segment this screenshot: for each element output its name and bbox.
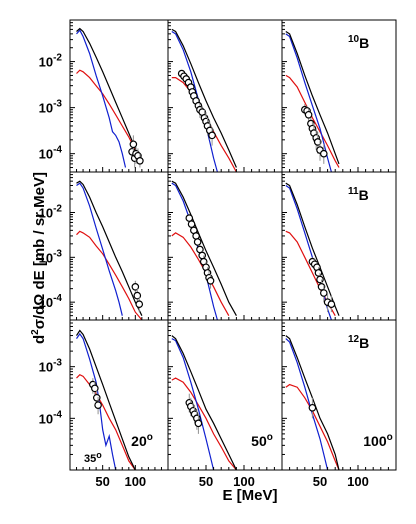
data-point bbox=[131, 283, 140, 291]
x-tick-label: 100 bbox=[233, 474, 255, 489]
isotope-label: 10B bbox=[348, 34, 369, 51]
panel-grid: 10-2 10-3 10-4 10B 10-2 10-3 10-4 11B 10-3 10-4 12… bbox=[39, 19, 397, 489]
x-tick-label: 100 bbox=[124, 474, 146, 489]
angle-label: 50o bbox=[251, 432, 273, 449]
angle-label: 100o bbox=[363, 432, 392, 449]
isotope-label: 11B bbox=[348, 186, 369, 203]
panel-curves bbox=[171, 180, 237, 320]
y-tick-label: 10-3 bbox=[39, 358, 63, 375]
total-curve bbox=[171, 28, 237, 168]
data-point bbox=[192, 232, 200, 240]
data-point bbox=[194, 419, 203, 428]
y-tick-label: 10-4 bbox=[39, 409, 63, 426]
data-point bbox=[206, 276, 215, 285]
red-curve bbox=[171, 232, 230, 316]
data-point bbox=[316, 275, 324, 284]
y-axis-title: d2σ/dΩ dE [mb / sr MeV] bbox=[30, 172, 48, 344]
data-point bbox=[129, 140, 138, 149]
y-tick-label: 10-4 bbox=[39, 145, 63, 162]
data-point bbox=[313, 138, 322, 146]
y-tick-label: 10-2 bbox=[39, 53, 63, 70]
x-tick-label: 100 bbox=[347, 474, 369, 489]
red-curve bbox=[76, 230, 143, 320]
total-curve bbox=[285, 182, 340, 316]
data-point bbox=[319, 289, 328, 297]
panel-r2-c0 bbox=[69, 319, 169, 471]
data-point bbox=[198, 251, 207, 260]
panel-r1-c1 bbox=[167, 171, 283, 321]
x-axis-title: E [MeV] bbox=[222, 487, 277, 504]
panel-r0-c2 bbox=[281, 19, 397, 173]
blue-curve bbox=[171, 182, 218, 320]
panel-r1-c2 bbox=[281, 171, 397, 321]
figure-labels: d2σ/dΩ dE [mb / sr MeV] E [MeV] bbox=[30, 172, 278, 504]
blue-curve bbox=[76, 29, 127, 168]
panel-curves bbox=[285, 30, 340, 172]
extra-angle-label: 35o bbox=[84, 450, 102, 465]
total-curve bbox=[171, 180, 237, 316]
total-curve bbox=[171, 335, 237, 470]
panel-frame bbox=[281, 19, 397, 173]
data-point bbox=[314, 269, 323, 277]
panel-curves bbox=[75, 329, 136, 470]
data-point bbox=[187, 220, 196, 228]
data-point bbox=[92, 393, 101, 402]
total-curve bbox=[75, 329, 136, 470]
panel-curves bbox=[171, 335, 237, 470]
data-point bbox=[135, 300, 144, 309]
data-point bbox=[193, 238, 202, 246]
data-point bbox=[208, 131, 216, 140]
x-tick-label: 50 bbox=[313, 474, 327, 489]
panel-curves bbox=[171, 28, 237, 172]
angle-label: 20o bbox=[131, 432, 153, 449]
blue-curve bbox=[171, 338, 215, 470]
x-tick-label: 50 bbox=[95, 474, 109, 489]
blue-curve bbox=[76, 182, 123, 316]
y-tick-label: 10-2 bbox=[39, 203, 63, 220]
panel-curves bbox=[76, 180, 144, 320]
data-point bbox=[304, 110, 313, 119]
blue-curve bbox=[285, 338, 329, 470]
panel-r0-c0 bbox=[69, 19, 169, 173]
panel-curves bbox=[285, 182, 340, 320]
isotope-label: 12B bbox=[348, 334, 369, 351]
red-curve bbox=[171, 377, 237, 470]
y-tick-label: 10-3 bbox=[39, 99, 63, 116]
panel-frame bbox=[281, 319, 397, 471]
red-curve bbox=[285, 74, 340, 168]
data-point bbox=[94, 401, 102, 409]
total-curve bbox=[76, 27, 143, 165]
panel-curves bbox=[76, 27, 144, 168]
data-point bbox=[91, 384, 99, 393]
panel-frame bbox=[167, 171, 283, 321]
panel-frame bbox=[69, 19, 169, 173]
x-tick-label: 50 bbox=[199, 474, 213, 489]
total-curve bbox=[285, 30, 340, 165]
panel-curves bbox=[285, 335, 340, 470]
data-point bbox=[327, 300, 336, 309]
panel-r1-c0 bbox=[69, 171, 169, 321]
data-point bbox=[136, 157, 144, 165]
total-curve bbox=[76, 180, 143, 316]
data-point bbox=[319, 149, 328, 158]
red-curve bbox=[76, 373, 136, 470]
panel-frame bbox=[167, 19, 283, 173]
y-tick-label: 10-4 bbox=[39, 293, 63, 310]
blue-curve bbox=[285, 185, 332, 320]
panel-r2-c2 bbox=[281, 319, 397, 471]
panel-r0-c1 bbox=[167, 19, 283, 173]
data-point bbox=[308, 403, 317, 412]
y-tick-label: 10-3 bbox=[39, 248, 63, 265]
red-curve bbox=[76, 69, 143, 165]
